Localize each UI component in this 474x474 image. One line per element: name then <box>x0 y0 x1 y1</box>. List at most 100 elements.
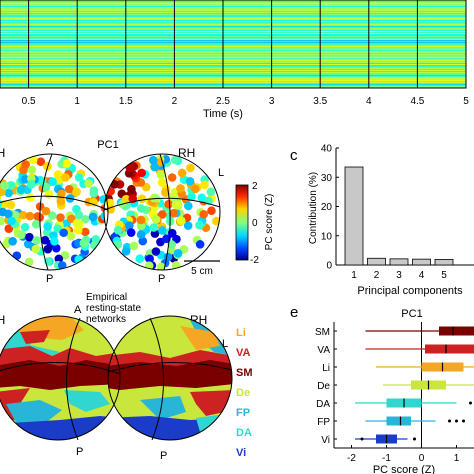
timeseries-row <box>0 37 466 38</box>
timeseries-row <box>0 13 466 14</box>
outlier-vi <box>360 437 364 441</box>
network-title-line-1: Empirical <box>86 292 127 303</box>
sensor-dot <box>20 222 30 232</box>
outlier-fp <box>455 419 458 423</box>
sensor-dot <box>136 230 146 239</box>
outlier-da <box>469 401 472 405</box>
timeseries-rows <box>0 0 466 88</box>
legend-label-de: De <box>236 387 250 399</box>
timeseries-row <box>0 39 466 40</box>
sensor-dot <box>113 225 123 235</box>
sensor-dot <box>56 213 65 222</box>
sensor-dot <box>56 197 66 206</box>
bar-chart-ytick-label: 30 <box>321 173 333 184</box>
colorbar-tick-bottom: -2 <box>250 255 259 266</box>
timeseries-row <box>0 59 466 60</box>
network-title-line-2: resting-state <box>86 303 141 314</box>
legend-label-vi: Vi <box>236 447 246 459</box>
sensor-dot <box>126 228 136 237</box>
legend-label-sm: SM <box>236 367 253 379</box>
sensor-dot <box>41 206 51 216</box>
bar-pc4 <box>412 258 431 266</box>
sensor-dot <box>66 231 76 241</box>
timeseries-row <box>0 48 466 49</box>
box-chart-category-label: De <box>317 381 330 392</box>
timeseries-row <box>0 82 466 83</box>
box-chart-category-label: DA <box>316 399 330 410</box>
timeseries-row <box>0 67 466 68</box>
sensor-dot <box>79 238 89 248</box>
sensor-dot <box>161 188 170 197</box>
timeseries-row <box>0 7 466 8</box>
timeseries-row <box>0 45 466 46</box>
sensor-dot <box>186 163 195 173</box>
sensor-dot <box>64 184 74 194</box>
timeseries-row <box>0 44 466 45</box>
timeseries-row <box>0 69 466 70</box>
sensor-dot <box>167 240 177 249</box>
outlier-fp <box>462 419 465 423</box>
bar-pc5 <box>434 259 454 266</box>
sensor-dot <box>16 185 26 195</box>
legend-label-va: VA <box>236 347 251 359</box>
sensor-dot <box>59 228 68 238</box>
timeseries-gridlines <box>28 0 418 88</box>
timeseries-row <box>0 73 466 74</box>
sensor-dot <box>149 223 159 232</box>
bar-pc3 <box>389 258 409 266</box>
timeseries-row <box>0 57 466 58</box>
sensor-dot <box>72 219 82 228</box>
bar-chart-xlabel: Principal components <box>357 285 463 297</box>
sensor-dot <box>206 187 216 197</box>
timeseries-row <box>0 65 466 66</box>
sensor-dot <box>74 173 84 182</box>
sensor-dot <box>4 188 13 198</box>
sensor-dot <box>0 187 6 197</box>
pc-map-posterior-right: P <box>158 273 165 285</box>
timeseries-tick-label: 2 <box>172 96 178 107</box>
bar-chart-ytick-label: 20 <box>321 202 333 213</box>
sensor-dot <box>41 182 51 192</box>
outlier-vi <box>413 437 416 441</box>
timeseries-row <box>0 33 466 34</box>
sensor-dot <box>43 244 53 254</box>
sensor-dot <box>0 216 5 226</box>
sensor-dot <box>88 212 98 222</box>
sensor-dot <box>164 199 173 209</box>
box-chart-xtick-label: -2 <box>347 453 356 464</box>
timeseries-row <box>0 66 466 67</box>
timeseries-row <box>0 12 466 13</box>
sensor-dot <box>156 170 166 180</box>
sensor-dot <box>60 250 70 260</box>
bar-chart-xtick-label: 5 <box>441 270 447 281</box>
timeseries-row <box>0 42 466 43</box>
sensor-dot <box>73 225 83 235</box>
timeseries-row <box>0 19 466 20</box>
sensor-dot <box>44 190 54 199</box>
sensor-dot <box>21 160 30 169</box>
timeseries-row <box>0 68 466 69</box>
sensor-dot <box>121 247 131 256</box>
timeseries-row <box>0 56 466 57</box>
timeseries-row <box>0 78 466 79</box>
colorbar-tick-top: 2 <box>252 181 258 192</box>
timeseries-row <box>0 3 466 4</box>
sensor-dot <box>156 262 166 270</box>
sensor-dot <box>137 168 146 178</box>
sensor-dot <box>113 240 123 249</box>
timeseries-row <box>0 35 466 36</box>
sensor-dot <box>31 244 41 254</box>
timeseries-tick-label: 1 <box>74 96 80 107</box>
sensor-dot <box>125 163 134 172</box>
bar-chart-ytick-label: 10 <box>321 231 333 242</box>
timeseries-tick-label: 5 <box>463 96 469 107</box>
legend-label-fp: FP <box>236 407 250 419</box>
timeseries-row <box>0 83 466 84</box>
timeseries-tick-label: 3 <box>269 96 275 107</box>
box-chart-category-label: Vi <box>321 435 330 446</box>
sensor-dot <box>195 220 204 230</box>
timeseries-row <box>0 18 466 19</box>
sensor-dot <box>207 206 216 216</box>
sensor-dot <box>138 236 148 246</box>
timeseries-row <box>0 84 466 85</box>
